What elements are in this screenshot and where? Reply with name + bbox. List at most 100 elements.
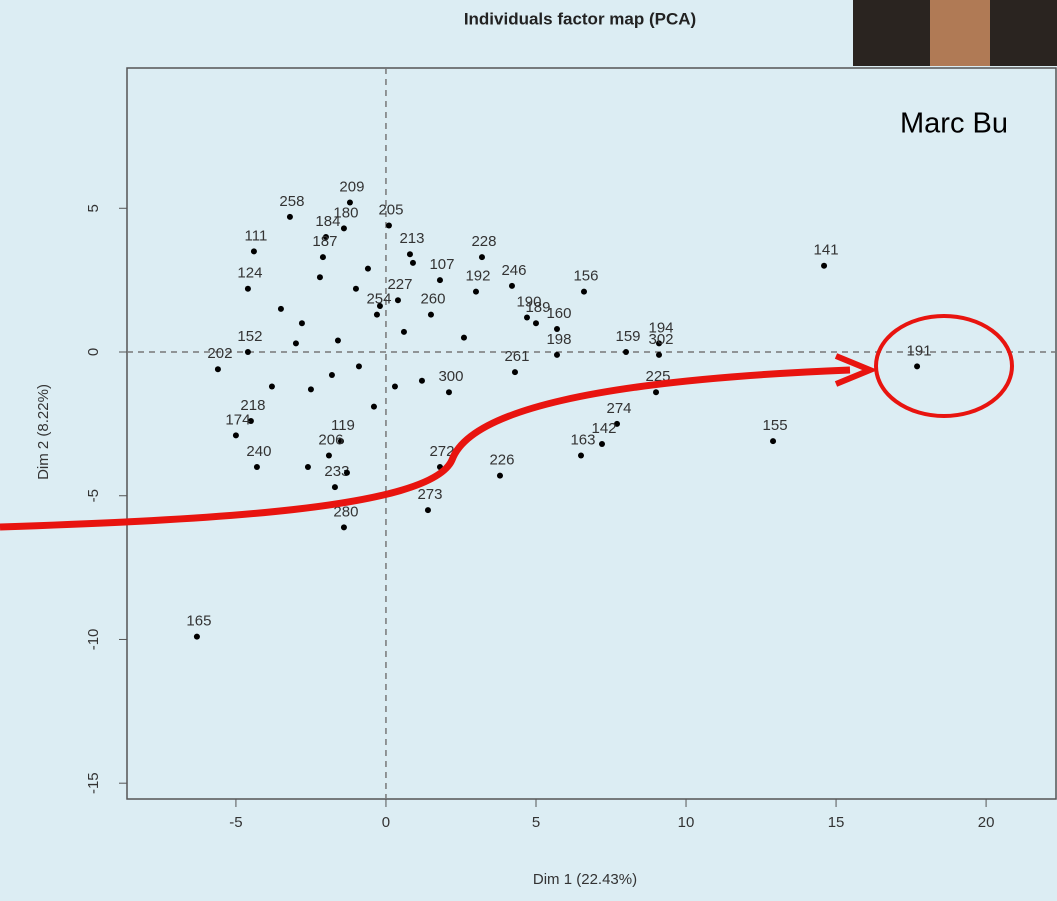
point <box>401 329 407 335</box>
point-label: 160 <box>546 305 571 322</box>
point-label: 107 <box>429 256 454 273</box>
point <box>365 266 371 272</box>
point <box>533 320 539 326</box>
point <box>293 340 299 346</box>
x-tick-label: 10 <box>678 814 695 831</box>
point <box>473 289 479 295</box>
point <box>386 223 392 229</box>
point-label: 155 <box>763 417 788 434</box>
point-label: 261 <box>504 348 529 365</box>
point <box>215 366 221 372</box>
point <box>233 432 239 438</box>
point <box>245 286 251 292</box>
point <box>194 634 200 640</box>
point <box>341 225 347 231</box>
point <box>407 251 413 257</box>
point-label: 274 <box>606 400 631 417</box>
point-label: 198 <box>546 331 571 348</box>
point <box>581 289 587 295</box>
point <box>251 248 257 254</box>
point <box>578 452 584 458</box>
x-axis-label: Dim 1 (22.43%) <box>533 871 637 888</box>
slide: Individuals factor map (PCA) Dim 1 (22.4… <box>0 0 1057 901</box>
x-tick-label: 0 <box>382 814 390 831</box>
point-label: 159 <box>615 328 640 345</box>
point <box>497 473 503 479</box>
x-tick-label: -5 <box>229 814 242 831</box>
point-label: 206 <box>318 431 343 448</box>
point <box>653 389 659 395</box>
point <box>254 464 260 470</box>
point <box>479 254 485 260</box>
point-label: 213 <box>399 230 424 247</box>
point-label: 152 <box>237 328 262 345</box>
point-label: 260 <box>420 291 445 308</box>
point <box>305 464 311 470</box>
speaker-photo-face <box>930 0 990 66</box>
point <box>329 372 335 378</box>
point-label: 300 <box>438 368 463 385</box>
point <box>437 277 443 283</box>
y-tick-label: 5 <box>85 204 102 212</box>
point <box>278 306 284 312</box>
point <box>821 263 827 269</box>
point <box>419 378 425 384</box>
point <box>374 312 380 318</box>
point-label: 187 <box>312 233 337 250</box>
point-label: 209 <box>339 178 364 195</box>
point <box>287 214 293 220</box>
point <box>509 283 515 289</box>
point <box>326 452 332 458</box>
point-label: 226 <box>489 452 514 469</box>
chart-title: Individuals factor map (PCA) <box>464 9 696 28</box>
point <box>377 303 383 309</box>
point <box>410 260 416 266</box>
point <box>770 438 776 444</box>
speaker-name: Marc Bu <box>900 108 1008 140</box>
point <box>371 404 377 410</box>
y-tick-label: 0 <box>85 348 102 356</box>
y-axis-label: Dim 2 (8.22%) <box>35 384 52 480</box>
point <box>656 352 662 358</box>
point-label: 205 <box>378 201 403 218</box>
point <box>335 338 341 344</box>
point <box>461 335 467 341</box>
point <box>914 363 920 369</box>
point-label: 163 <box>570 431 595 448</box>
point-label: 273 <box>417 486 442 503</box>
point <box>320 254 326 260</box>
point-label: 156 <box>573 268 598 285</box>
point-label: 202 <box>207 345 232 362</box>
y-tick-label: -5 <box>85 489 102 502</box>
point <box>599 441 605 447</box>
point <box>623 349 629 355</box>
point <box>395 297 401 303</box>
point-label: 141 <box>814 242 839 259</box>
point <box>269 384 275 390</box>
point-label: 228 <box>471 233 496 250</box>
point <box>299 320 305 326</box>
point-label: 192 <box>465 268 490 285</box>
y-tick-label: -15 <box>85 772 102 794</box>
point-label: 258 <box>279 193 304 210</box>
point-label: 184 <box>315 213 340 230</box>
point-label: 124 <box>237 265 262 282</box>
point <box>308 386 314 392</box>
annotation-circle <box>876 316 1012 416</box>
point-label: 240 <box>246 443 271 460</box>
point <box>317 274 323 280</box>
point-label: 111 <box>245 227 268 244</box>
point <box>428 312 434 318</box>
x-tick-label: 20 <box>978 814 995 831</box>
point <box>446 389 452 395</box>
point <box>341 524 347 530</box>
point <box>425 507 431 513</box>
point <box>554 352 560 358</box>
y-tick-label: -10 <box>85 629 102 651</box>
point <box>353 286 359 292</box>
point <box>392 384 398 390</box>
point <box>332 484 338 490</box>
x-tick-label: 5 <box>532 814 540 831</box>
point <box>512 369 518 375</box>
